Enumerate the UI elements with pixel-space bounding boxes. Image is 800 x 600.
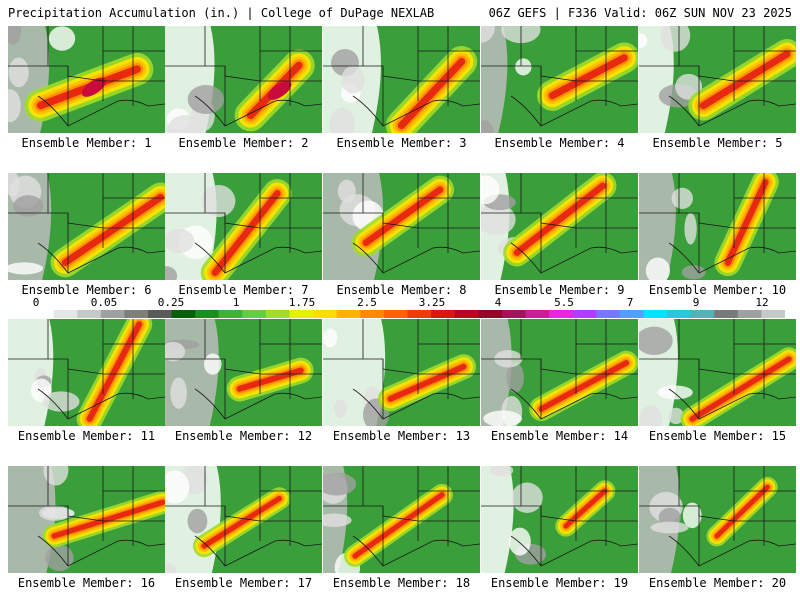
colorbar-segment <box>383 310 408 318</box>
colorbar-segment <box>147 310 173 318</box>
colorbar-segment <box>289 310 314 318</box>
ensemble-member-4-map <box>481 26 638 133</box>
colorbar-tick-label: 7 <box>626 296 634 309</box>
colorbar-tick-label: 2.5 <box>357 296 377 309</box>
colorbar-segment <box>100 310 125 318</box>
colorbar-tick-label: 5.5 <box>554 296 574 309</box>
ensemble-member-7-map <box>165 173 322 280</box>
colorbar-segment <box>761 310 785 318</box>
colorbar <box>30 310 785 318</box>
colorbar-segment <box>596 310 621 318</box>
colorbar-tick-label: 0.25 <box>157 296 185 309</box>
ensemble-member-13-caption: Ensemble Member: 13 <box>332 429 471 443</box>
ensemble-member-18-caption: Ensemble Member: 18 <box>332 576 471 590</box>
ensemble-member-14-map <box>481 319 638 426</box>
ensemble-member-7-caption: Ensemble Member: 7 <box>178 283 309 297</box>
ensemble-member-5-caption: Ensemble Member: 5 <box>652 136 783 150</box>
colorbar-tick-label: 1 <box>232 296 240 309</box>
ensemble-member-10-caption: Ensemble Member: 10 <box>648 283 787 297</box>
ensemble-member-1-map <box>8 26 165 133</box>
colorbar-segment <box>737 310 762 318</box>
ensemble-member-6-caption: Ensemble Member: 6 <box>21 283 152 297</box>
ensemble-member-16-caption: Ensemble Member: 16 <box>17 576 156 590</box>
ensemble-member-8-caption: Ensemble Member: 8 <box>336 283 467 297</box>
ensemble-member-20-caption: Ensemble Member: 20 <box>648 576 787 590</box>
ensemble-member-1-caption: Ensemble Member: 1 <box>21 136 152 150</box>
colorbar-segment <box>218 310 243 318</box>
colorbar-segment <box>690 310 715 318</box>
colorbar-tick-label: 12 <box>755 296 769 309</box>
ensemble-member-2-caption: Ensemble Member: 2 <box>178 136 309 150</box>
colorbar-tick-label: 0.05 <box>90 296 118 309</box>
ensemble-member-15-map <box>639 319 796 426</box>
header-title: Precipitation Accumulation (in.) | Colle… <box>8 6 435 20</box>
ensemble-member-18-map <box>323 466 480 573</box>
ensemble-member-13-map <box>323 319 480 426</box>
colorbar-segment <box>525 310 550 318</box>
colorbar-tick-label: 9 <box>692 296 700 309</box>
ensemble-member-17-caption: Ensemble Member: 17 <box>174 576 313 590</box>
colorbar-segment <box>242 310 267 318</box>
ensemble-member-14-caption: Ensemble Member: 14 <box>490 429 629 443</box>
header-valid-time: 06Z GEFS | F336 Valid: 06Z SUN NOV 23 20… <box>488 6 792 20</box>
ensemble-member-2-map <box>165 26 322 133</box>
ensemble-member-3-map <box>323 26 480 133</box>
colorbar-segment <box>336 310 361 318</box>
ensemble-member-6-map <box>8 173 165 280</box>
colorbar-segment <box>667 310 692 318</box>
colorbar-segment <box>478 310 503 318</box>
colorbar-tick-label: 4 <box>494 296 502 309</box>
ensemble-member-5-map <box>639 26 796 133</box>
colorbar-segment <box>360 310 385 318</box>
colorbar-tick-label: 0 <box>32 296 40 309</box>
colorbar-segment <box>313 310 338 318</box>
ensemble-member-12-caption: Ensemble Member: 12 <box>174 429 313 443</box>
ensemble-member-19-map <box>481 466 638 573</box>
colorbar-segment <box>501 310 526 318</box>
ensemble-member-15-caption: Ensemble Member: 15 <box>648 429 787 443</box>
colorbar-segment <box>171 310 196 318</box>
ensemble-member-9-map <box>481 173 638 280</box>
ensemble-member-16-map <box>8 466 165 573</box>
ensemble-member-8-map <box>323 173 480 280</box>
colorbar-segment <box>431 310 456 318</box>
colorbar-segment <box>124 310 149 318</box>
colorbar-segment <box>265 310 291 318</box>
colorbar-segment <box>195 310 220 318</box>
ensemble-member-11-map <box>8 319 165 426</box>
ensemble-member-17-map <box>165 466 322 573</box>
ensemble-member-3-caption: Ensemble Member: 3 <box>336 136 467 150</box>
colorbar-segment <box>549 310 574 318</box>
colorbar-segment <box>77 310 102 318</box>
colorbar-tick-label: 3.25 <box>418 296 446 309</box>
ensemble-member-4-caption: Ensemble Member: 4 <box>494 136 625 150</box>
colorbar-segment <box>714 310 739 318</box>
colorbar-segment <box>407 310 432 318</box>
colorbar-segment <box>572 310 597 318</box>
ensemble-member-9-caption: Ensemble Member: 9 <box>494 283 625 297</box>
ensemble-member-10-map <box>639 173 796 280</box>
colorbar-segment <box>619 310 644 318</box>
ensemble-member-12-map <box>165 319 322 426</box>
ensemble-member-20-map <box>639 466 796 573</box>
ensemble-member-11-caption: Ensemble Member: 11 <box>17 429 156 443</box>
colorbar-segment <box>454 310 479 318</box>
colorbar-tick-label: 1.75 <box>288 296 316 309</box>
colorbar-segment <box>643 310 668 318</box>
colorbar-segment <box>53 310 78 318</box>
colorbar-segment <box>30 310 55 318</box>
ensemble-member-19-caption: Ensemble Member: 19 <box>490 576 629 590</box>
